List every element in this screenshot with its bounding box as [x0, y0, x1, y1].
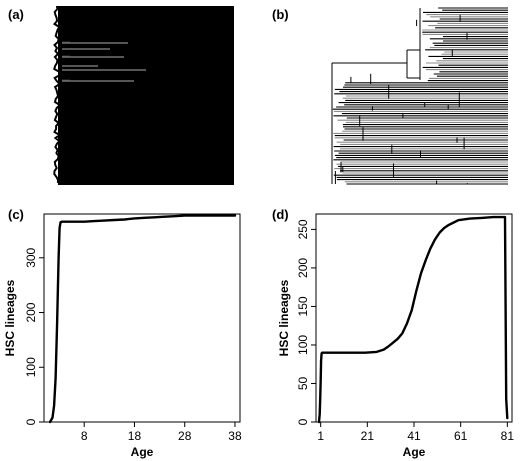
x-tick-label: 38 — [228, 429, 242, 443]
panel-b-letter: (b) — [272, 7, 289, 22]
panel-c-letter: (c) — [8, 207, 24, 222]
tree-b — [331, 7, 508, 185]
x-axis-label-d: Age — [403, 445, 426, 459]
series-line — [317, 215, 509, 424]
y-tick-label: 50 — [296, 376, 310, 390]
y-tick-label: 0 — [296, 418, 310, 425]
x-tick-label: 18 — [128, 429, 142, 443]
y-tick-label: 100 — [24, 357, 38, 377]
panel-d: (d) 1 21 41 61 81 0 50 100 150 200 250 Age HSC lin… — [272, 207, 514, 459]
chart-c: 8 18 28 38 0 100 200 300 — [24, 214, 242, 443]
x-axis-label-c: Age — [131, 445, 154, 459]
x-tick-label: 1 — [317, 429, 324, 443]
panel-a: (a) — [8, 5, 234, 185]
panel-d-letter: (d) — [272, 207, 289, 222]
panel-a-letter: (a) — [8, 7, 24, 22]
y-axis-label-d: HSC lineages — [277, 279, 291, 356]
panel-b: (b) — [272, 7, 508, 185]
x-tick-label: 61 — [454, 429, 468, 443]
y-tick-label: 250 — [296, 219, 310, 239]
x-tick-label: 8 — [81, 429, 88, 443]
tree-a-edge — [52, 5, 62, 184]
tree-a — [52, 5, 234, 185]
plot-frame-d — [315, 213, 513, 423]
y-tick-label: 0 — [24, 418, 38, 425]
chart-d: 1 21 41 61 81 0 50 100 150 200 250 — [296, 215, 515, 443]
plot-frame-c — [43, 213, 241, 423]
panel-c: (c) 8 18 28 38 0 100 200 300 Age HSC lineages — [3, 207, 242, 459]
x-tick-label: 41 — [407, 429, 421, 443]
y-tick-label: 300 — [24, 247, 38, 267]
x-tick-label: 28 — [178, 429, 192, 443]
series-line — [48, 214, 237, 424]
y-axis-label-c: HSC lineages — [3, 279, 17, 356]
y-tick-label: 200 — [296, 258, 310, 278]
y-tick-label: 100 — [296, 335, 310, 355]
y-tick-label: 200 — [24, 302, 38, 322]
x-tick-label: 81 — [501, 429, 515, 443]
y-tick-label: 150 — [296, 296, 310, 316]
tree-a-block — [58, 6, 234, 185]
x-tick-label: 21 — [361, 429, 375, 443]
